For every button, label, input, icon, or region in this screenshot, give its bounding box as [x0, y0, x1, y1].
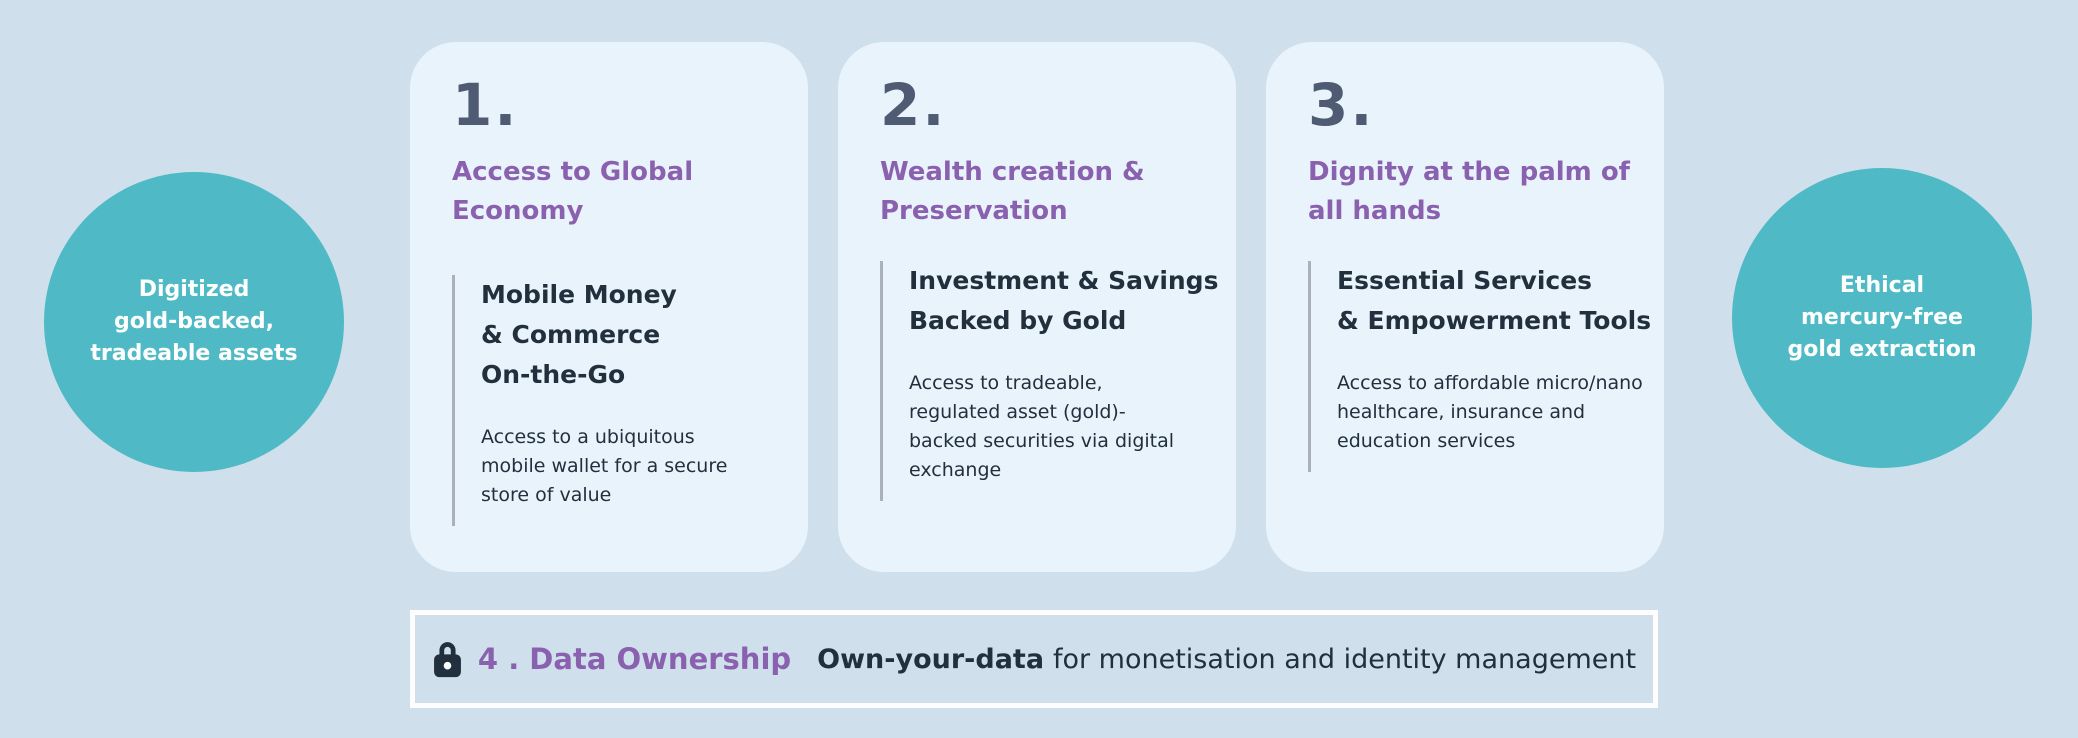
left-circle-line: Digitized: [138, 277, 250, 302]
card-content: Essential Services & Empowerment Tools A…: [1308, 260, 1652, 472]
card-subtitle-line: Investment & Savings: [909, 265, 1219, 295]
right-circle-line: Ethical: [1839, 273, 1925, 298]
banner-rest-text: for monetisation and identity management: [1052, 643, 1637, 675]
card-number: 3.: [1308, 71, 1375, 139]
right-circle-line: mercury-free: [1801, 305, 1963, 330]
card-body: Access to a ubiquitous mobile wallet for…: [481, 423, 780, 510]
card-content: Investment & Savings Backed by Gold Acce…: [880, 260, 1219, 501]
left-circle-line: gold-backed,: [114, 309, 274, 334]
card-body-line: Access to a ubiquitous: [481, 425, 695, 448]
card-body-line: mobile wallet for a secure: [481, 454, 728, 477]
card-heading: Wealth creation & Preservation: [880, 153, 1208, 231]
card-subtitle-line: Essential Services: [1337, 265, 1593, 295]
card-wealth-creation: 2. Wealth creation & Preservation Invest…: [838, 42, 1236, 572]
card-subtitle-line: On-the-Go: [481, 359, 626, 389]
right-circle-line: gold extraction: [1787, 337, 1977, 362]
card-content: Mobile Money & Commerce On-the-Go Access…: [452, 274, 780, 526]
card-heading-line: Access to Global: [452, 156, 694, 187]
banner-label: 4 . Data Ownership: [477, 642, 792, 676]
lock-icon: [432, 639, 463, 679]
card-subtitle-line: Mobile Money: [481, 279, 677, 309]
card-number: 2.: [880, 71, 947, 139]
card-subtitle-line: & Commerce: [481, 319, 661, 349]
card-heading-line: Preservation: [880, 195, 1068, 226]
card-body-line: backed securities via digital: [909, 429, 1175, 452]
data-ownership-banner: 4 . Data Ownership Own-your-data for mone…: [410, 610, 1658, 708]
card-heading-line: Wealth creation &: [880, 156, 1145, 187]
card-dignity-all-hands: 3. Dignity at the palm of all hands Esse…: [1266, 42, 1664, 572]
card-heading-line: Economy: [452, 195, 584, 226]
left-circle-digitized-assets: Digitized gold-backed, tradeable assets: [44, 172, 344, 472]
card-body-line: Access to tradeable,: [909, 371, 1103, 394]
card-subtitle-line: Backed by Gold: [909, 305, 1127, 335]
card-body-line: Access to affordable micro/nano: [1337, 371, 1643, 394]
card-number: 1.: [452, 71, 519, 139]
card-subtitle: Investment & Savings Backed by Gold: [909, 261, 1219, 341]
card-heading-line: all hands: [1308, 195, 1442, 226]
card-heading: Dignity at the palm of all hands: [1308, 153, 1636, 231]
right-circle-ethical-extraction: Ethical mercury-free gold extraction: [1732, 168, 2032, 468]
card-heading-line: Dignity at the palm of: [1308, 156, 1630, 187]
left-circle-line: tradeable assets: [90, 341, 298, 366]
card-body-line: exchange: [909, 458, 1002, 481]
card-body: Access to tradeable, regulated asset (go…: [909, 369, 1208, 485]
card-access-global-economy: 1. Access to Global Economy Mobile Money…: [410, 42, 808, 572]
card-body-line: education services: [1337, 429, 1516, 452]
banner-text: Own-your-data for monetisation and identi…: [817, 644, 1636, 675]
card-body-line: regulated asset (gold)-: [909, 400, 1126, 423]
card-heading: Access to Global Economy: [452, 153, 780, 231]
card-subtitle: Essential Services & Empowerment Tools: [1337, 261, 1652, 341]
card-subtitle: Mobile Money & Commerce On-the-Go: [481, 275, 780, 395]
card-body: Access to affordable micro/nano healthca…: [1337, 369, 1643, 456]
card-body-line: store of value: [481, 483, 612, 506]
card-subtitle-line: & Empowerment Tools: [1337, 305, 1652, 335]
card-body-line: healthcare, insurance and: [1337, 400, 1586, 423]
banner-bold-text: Own-your-data: [817, 643, 1045, 675]
